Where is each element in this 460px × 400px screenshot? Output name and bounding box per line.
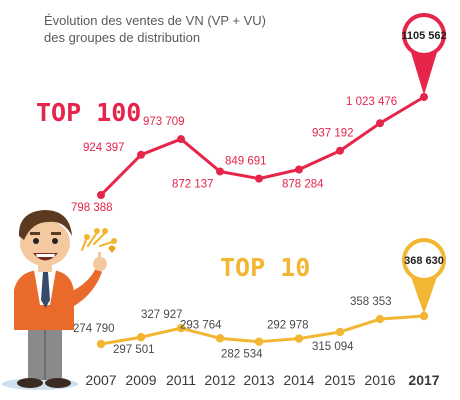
x-tick-label: 2016 [364, 372, 395, 388]
data-label: 849 691 [225, 156, 267, 168]
data-label: 798 388 [71, 202, 113, 214]
pin-marker: 368 630 [402, 238, 446, 314]
x-tick-label: 2013 [243, 372, 274, 388]
data-label: 872 137 [172, 178, 214, 190]
chart-title-line-2: des groupes de distribution [44, 30, 200, 45]
x-axis: 2007 2009 2011 2012 2013 2014 2015 2016 2017 [85, 372, 439, 388]
x-tick-label: 2015 [324, 372, 355, 388]
data-label: 973 709 [143, 116, 185, 128]
data-label: 297 501 [113, 344, 155, 356]
data-label: 274 790 [73, 323, 115, 335]
series-layer: 798 388 924 397 973 709 872 137 849 691 878 2… [71, 13, 447, 361]
data-point [97, 191, 105, 199]
data-point [215, 334, 225, 343]
data-label: 292 978 [267, 320, 309, 332]
data-label: 282 534 [221, 349, 263, 361]
data-point [295, 165, 303, 174]
businessman-illustration [2, 210, 117, 390]
data-point [137, 150, 145, 159]
data-point [254, 337, 264, 346]
data-point [335, 327, 345, 337]
data-label: 878 284 [282, 179, 324, 191]
data-label: 368 630 [404, 255, 444, 267]
data-point [336, 146, 344, 155]
data-point [177, 135, 185, 144]
data-point [176, 323, 186, 333]
data-point [294, 334, 304, 343]
data-label: 1 023 476 [346, 96, 397, 108]
chart-title-line-1: Évolution des ventes de VN (VP + VU) [44, 13, 266, 28]
x-tick-label: 2017 [408, 372, 439, 388]
series-name-top100: TOP 100 [36, 98, 141, 127]
pin-marker: 1105 562 [401, 13, 447, 95]
x-tick-label: 2014 [283, 372, 314, 388]
data-label: 937 192 [312, 128, 354, 140]
data-label: 1105 562 [401, 30, 446, 42]
data-label: 358 353 [350, 296, 392, 308]
data-point [216, 167, 224, 176]
data-label: 327 927 [141, 309, 183, 321]
data-point [375, 314, 385, 324]
data-label: 924 397 [83, 142, 125, 154]
data-label: 293 764 [180, 319, 222, 331]
data-point [419, 311, 429, 321]
data-point [376, 119, 384, 128]
series-name-top10: TOP 10 [220, 253, 310, 282]
data-point [255, 174, 263, 183]
x-tick-label: 2007 [85, 372, 116, 388]
x-tick-label: 2009 [125, 372, 156, 388]
x-tick-label: 2011 [166, 372, 196, 388]
x-tick-label: 2012 [204, 372, 235, 388]
data-label: 315 094 [312, 341, 354, 353]
data-point [96, 339, 106, 349]
series-0: 798 388 924 397 973 709 872 137 849 691 878 2… [71, 13, 447, 214]
data-point [136, 333, 146, 342]
data-point [420, 93, 428, 101]
